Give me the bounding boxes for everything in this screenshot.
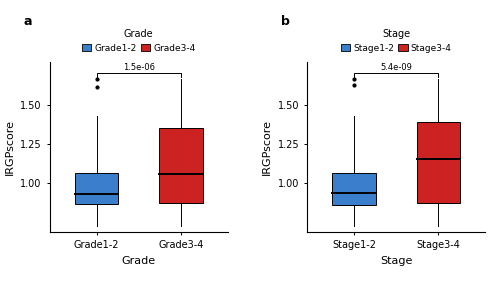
Bar (159, 128, 203, 203)
Legend: Grade1-2, Grade3-4: Grade1-2, Grade3-4 (80, 27, 198, 54)
Y-axis label: IRGPscore: IRGPscore (4, 119, 15, 175)
Legend: Stage1-2, Stage3-4: Stage1-2, Stage3-4 (339, 27, 454, 54)
Text: b: b (281, 15, 289, 28)
Bar (416, 122, 461, 203)
X-axis label: Grade: Grade (122, 256, 156, 266)
Bar (74, 173, 118, 203)
Text: 1.5e-06: 1.5e-06 (123, 63, 155, 72)
Text: a: a (24, 15, 32, 28)
Y-axis label: IRGPscore: IRGPscore (262, 119, 272, 175)
X-axis label: Stage: Stage (380, 256, 412, 266)
Text: 5.4e-09: 5.4e-09 (380, 63, 412, 72)
Bar (332, 173, 376, 205)
